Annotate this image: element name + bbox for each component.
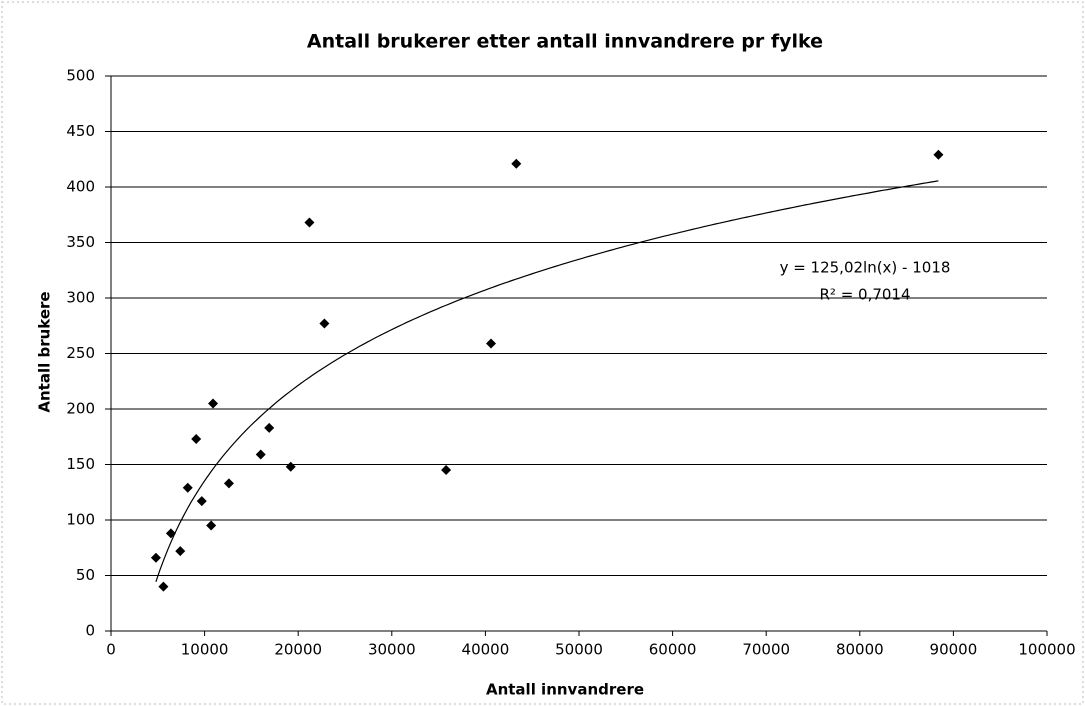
point	[933, 149, 944, 160]
point	[158, 581, 169, 592]
x-tick-label: 70000	[742, 641, 790, 659]
point	[285, 461, 296, 472]
y-tick-label: 500	[66, 67, 95, 85]
point	[150, 552, 161, 563]
y-tick-label: 250	[66, 344, 95, 362]
point	[255, 449, 266, 460]
x-tick-label: 0	[106, 641, 116, 659]
y-tick-label: 50	[76, 566, 95, 584]
trendline-equation: y = 125,02ln(x) - 1018	[780, 259, 951, 277]
point	[175, 546, 186, 557]
r-squared: R² = 0,7014	[819, 286, 910, 304]
y-tick-label: 200	[66, 400, 95, 418]
point	[441, 465, 452, 476]
point	[196, 496, 207, 507]
x-tick-label: 90000	[930, 641, 978, 659]
x-tick-label: 80000	[836, 641, 884, 659]
y-tick-label: 300	[66, 289, 95, 307]
point	[223, 478, 234, 489]
x-tick-label: 100000	[1018, 641, 1075, 659]
point	[206, 520, 217, 531]
y-tick-label: 350	[66, 233, 95, 251]
point	[208, 398, 219, 409]
y-tick-label: 100	[66, 511, 95, 529]
point	[486, 338, 497, 349]
x-tick-label: 50000	[555, 641, 603, 659]
point	[304, 217, 315, 228]
x-tick-label: 30000	[368, 641, 416, 659]
y-tick-label: 400	[66, 178, 95, 196]
point	[511, 158, 522, 169]
point	[264, 422, 275, 433]
point	[319, 318, 330, 329]
x-tick-label: 20000	[274, 641, 322, 659]
y-tick-label: 0	[85, 622, 95, 640]
trendline	[155, 180, 939, 582]
y-tick-label: 450	[66, 122, 95, 140]
point	[165, 528, 176, 539]
y-tick-label: 150	[66, 455, 95, 473]
point	[182, 482, 193, 493]
x-axis-title: Antall innvandrere	[486, 681, 644, 699]
x-tick-label: 10000	[181, 641, 229, 659]
y-axis-title: Antall brukere	[36, 291, 54, 412]
x-tick-label: 40000	[462, 641, 510, 659]
chart-title: Antall brukerer etter antall innvandrere…	[307, 31, 823, 53]
point	[191, 433, 202, 444]
x-tick-label: 60000	[649, 641, 697, 659]
